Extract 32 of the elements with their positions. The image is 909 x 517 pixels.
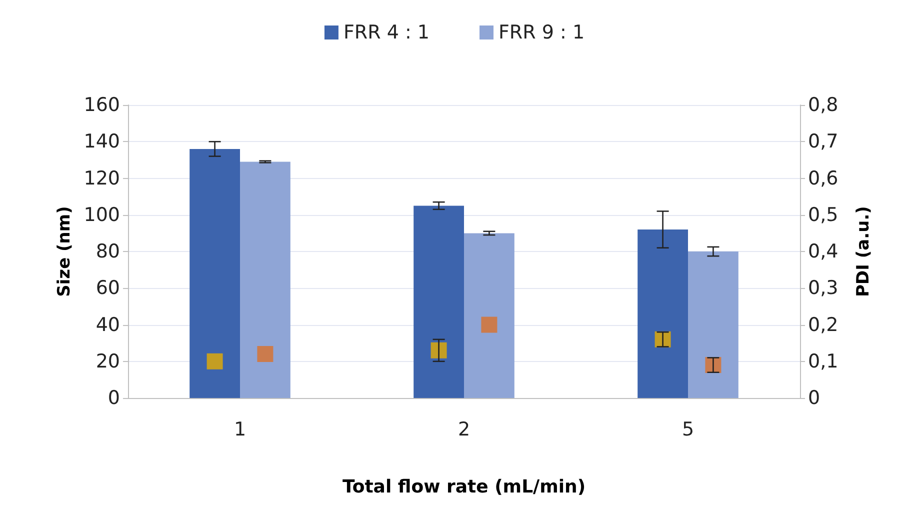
bar [240,162,290,398]
bar [464,233,514,398]
y2-axis-title: PDI (a.u.) [854,206,874,297]
y2-tick-label: 0,2 [808,314,838,336]
y-tick-label: 20 [96,350,120,372]
y2-tick-label: 0,5 [808,204,838,226]
legend-label: FRR 9 : 1 [498,22,585,44]
x-tick-label: 2 [458,418,470,440]
bar [190,148,240,398]
y2-tick-label: 0,4 [808,240,838,262]
y2-tick-label: 0,8 [808,94,838,116]
y-tick-label: 140 [84,130,120,153]
bar [638,230,688,398]
y-tick-label: 40 [96,314,120,336]
y2-tick-label: 0,6 [808,167,838,190]
x-axis-title: Total flow rate (mL/min) [342,476,586,498]
y2-tick-label: 0,1 [808,350,838,372]
x-tick-label: 5 [682,418,694,440]
y-axis-title: Size (nm) [54,206,74,297]
y2-tick-label: 0,3 [808,277,838,300]
x-tick-label: 1 [234,418,246,440]
y-tick-label: 100 [84,204,120,226]
y-tick-label: 0 [108,387,120,409]
y-tick-label: 80 [96,240,120,262]
bar [414,206,464,398]
bar [688,252,738,398]
y-tick-label: 160 [84,94,120,116]
y-tick-label: 120 [84,167,120,190]
y2-tick-label: 0,7 [808,130,838,153]
y-tick-label: 60 [96,277,120,300]
legend-label: FRR 4 : 1 [343,22,430,44]
y2-tick-label: 0 [808,387,820,409]
